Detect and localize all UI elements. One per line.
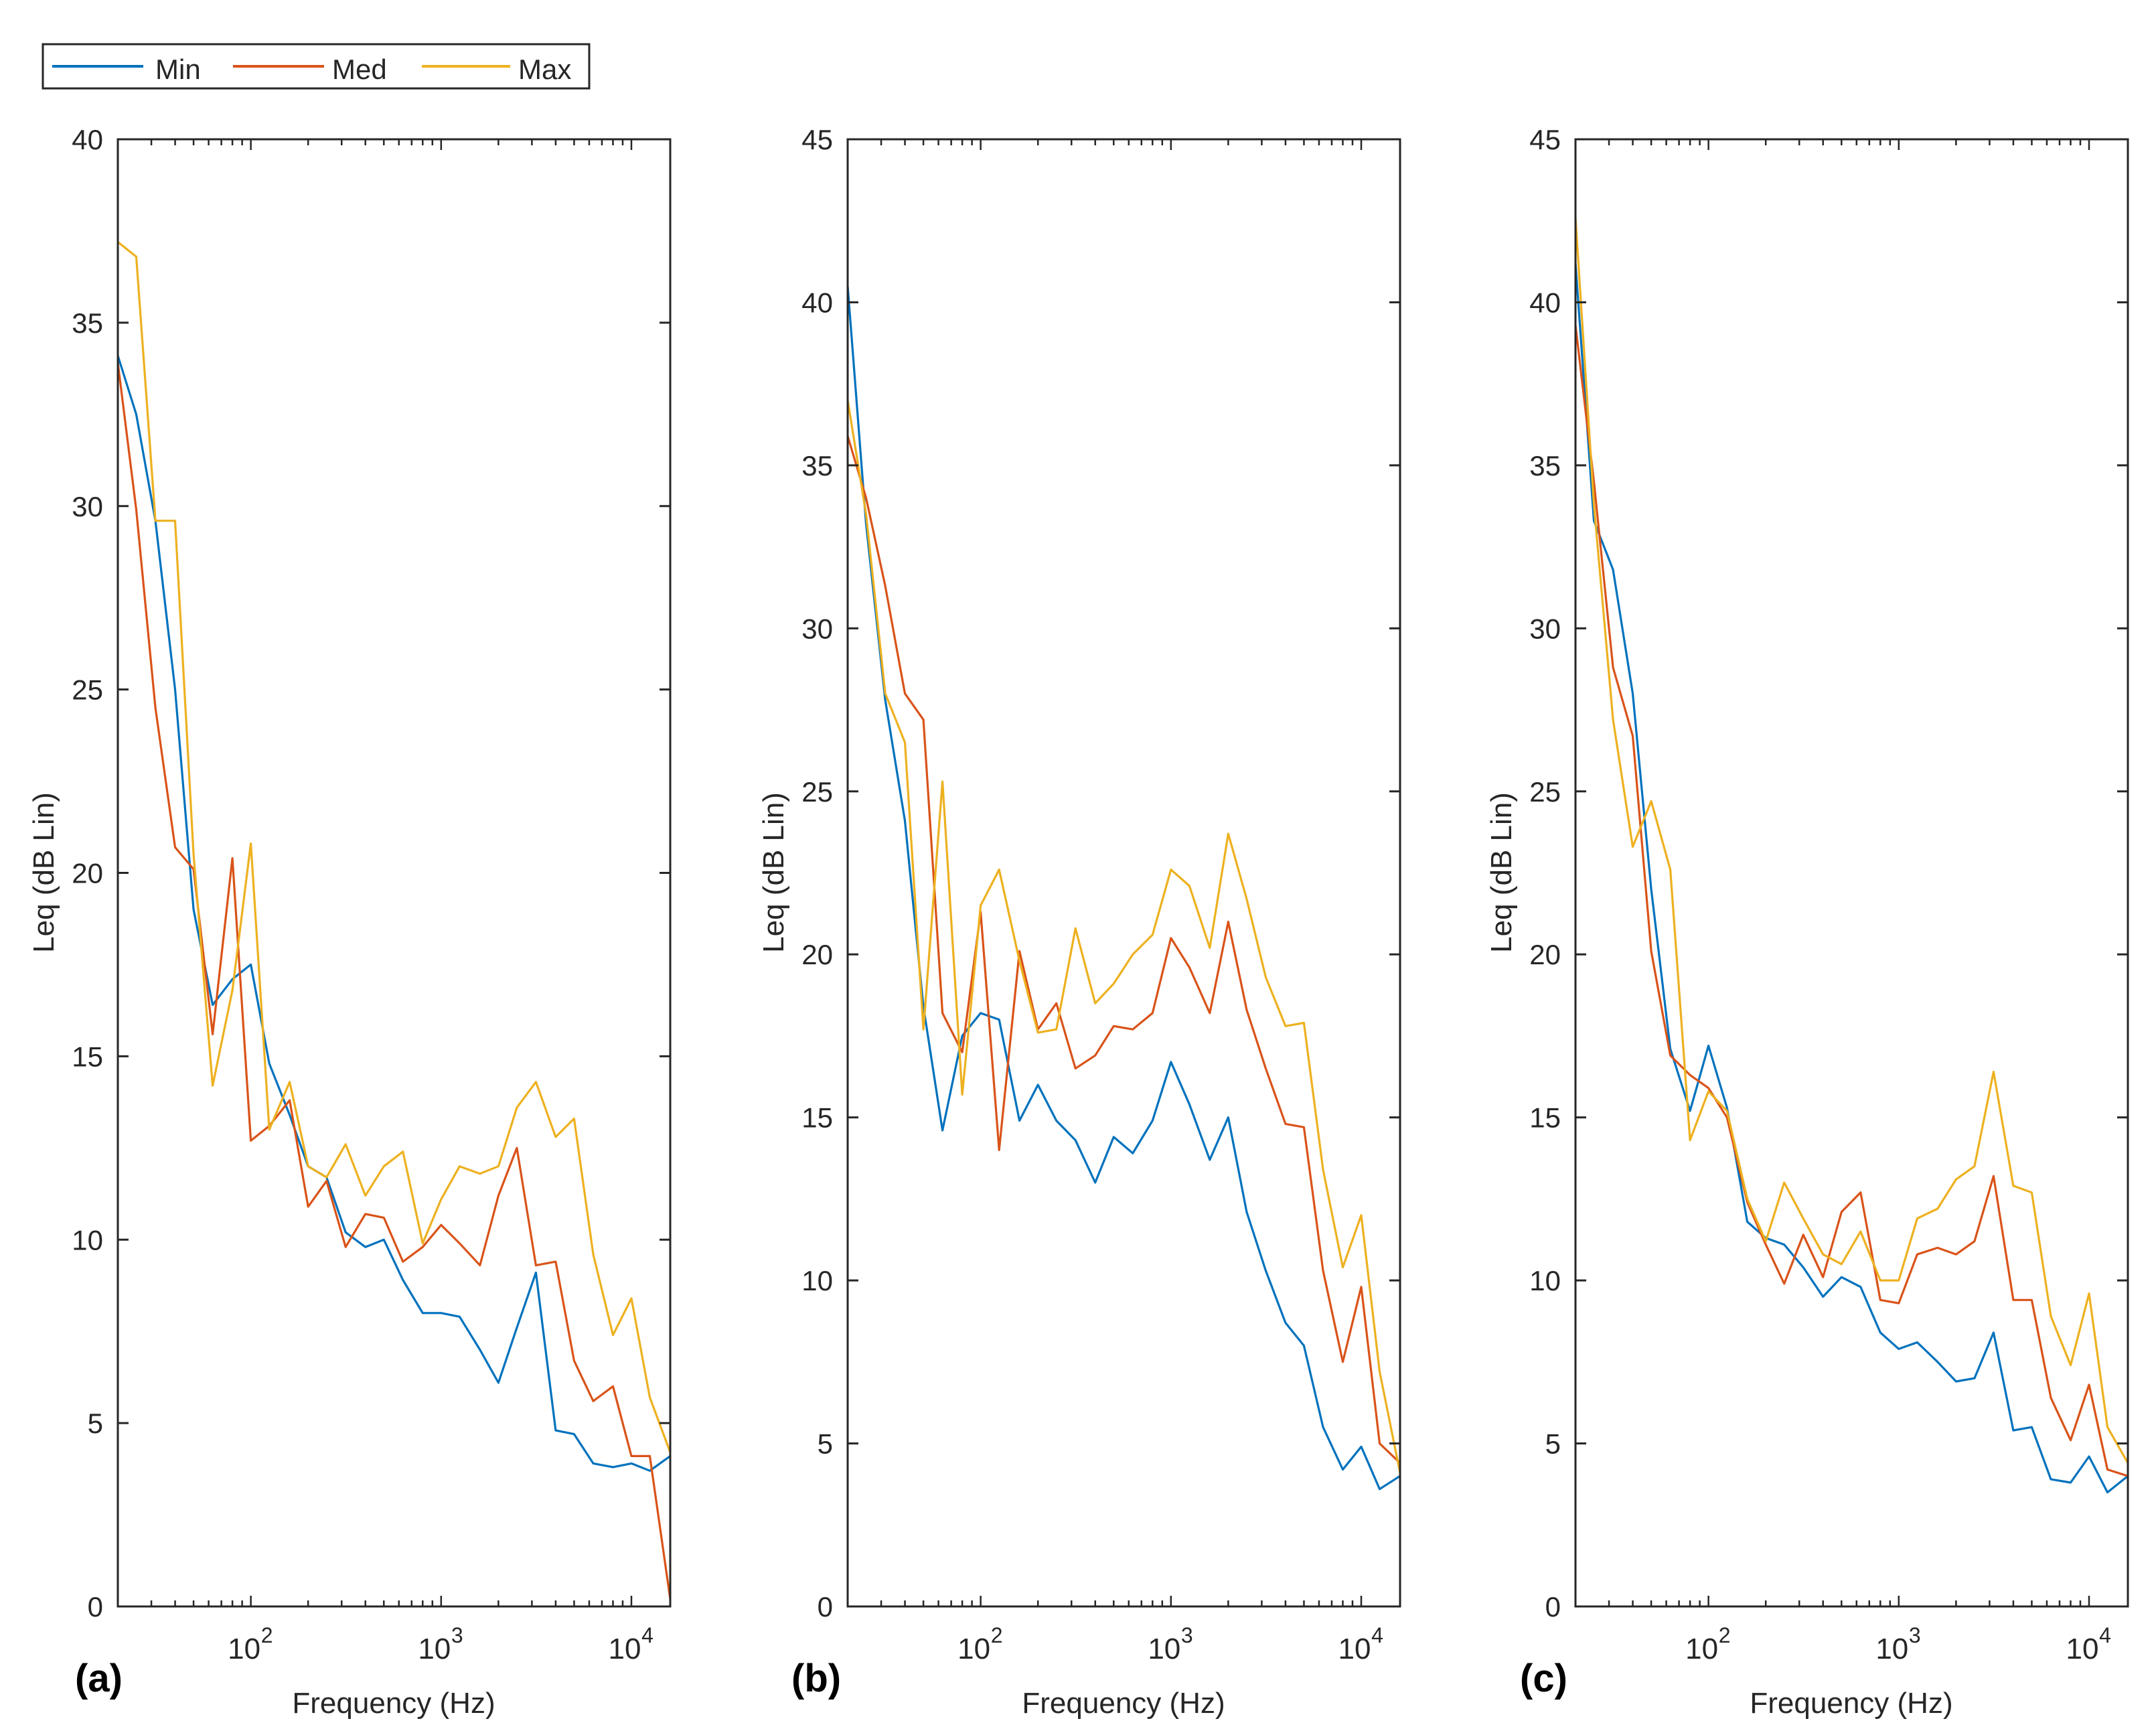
x-tick-exponent: 4 (641, 1623, 653, 1647)
series-line-med-a (117, 362, 672, 1600)
y-tick-label: 10 (801, 1265, 833, 1296)
x-tick-exponent: 4 (2099, 1623, 2111, 1647)
axes-box-c (1574, 138, 2129, 1608)
y-tick-label: 25 (801, 776, 833, 808)
panel-label-a: (a) (75, 1657, 123, 1700)
legend-label-med: Med (332, 54, 387, 85)
y-tick-label: 35 (1529, 450, 1561, 481)
y-axis-label-c: Leq (dB Lin) (1485, 792, 1518, 953)
x-tick-exponent: 3 (1181, 1623, 1193, 1647)
axes-box-a (117, 138, 672, 1608)
y-tick-label: 40 (1529, 287, 1561, 318)
y-tick-label: 5 (818, 1428, 833, 1460)
x-tick-label: 10 (228, 1633, 260, 1665)
y-tick-label: 10 (72, 1224, 103, 1256)
x-tick-label: 10 (1148, 1633, 1180, 1665)
series-line-med-c (1574, 325, 2129, 1477)
x-tick-exponent: 2 (261, 1623, 273, 1647)
series-line-max-a (117, 241, 672, 1453)
y-tick-label: 15 (1529, 1102, 1561, 1134)
y-tick-label: 35 (801, 450, 833, 481)
panel-label-c: (c) (1520, 1657, 1567, 1700)
legend-label-max: Max (518, 54, 571, 85)
y-tick-label: 15 (801, 1102, 833, 1134)
y-tick-label: 15 (72, 1041, 103, 1072)
axes-area-c (1575, 139, 2128, 1606)
x-tick-label: 10 (609, 1633, 641, 1665)
x-tick-label: 10 (1338, 1633, 1371, 1665)
series-line-max-b (846, 400, 1401, 1473)
y-tick-label: 30 (1529, 613, 1561, 644)
y-tick-label: 45 (801, 124, 833, 155)
series-line-max-c (1574, 217, 2129, 1464)
x-tick-label: 10 (418, 1633, 451, 1665)
x-tick-label: 10 (1685, 1633, 1718, 1665)
panel-label-b: (b) (791, 1657, 841, 1700)
y-tick-label: 25 (72, 674, 103, 706)
x-tick-exponent: 2 (1719, 1623, 1731, 1647)
legend: Min Med Max (42, 43, 591, 90)
x-tick-exponent: 4 (1371, 1623, 1383, 1647)
y-tick-label: 0 (88, 1591, 103, 1623)
y-tick-label: 0 (818, 1591, 833, 1623)
y-axis-label-a: Leq (dB Lin) (27, 792, 60, 953)
y-tick-label: 45 (1529, 124, 1561, 155)
y-tick-label: 20 (72, 858, 103, 889)
x-axis-label-b: Frequency (Hz) (1022, 1687, 1225, 1720)
axes-area-a (118, 139, 670, 1606)
y-axis-label-b: Leq (dB Lin) (757, 792, 790, 953)
x-tick-label: 10 (2066, 1633, 2099, 1665)
x-axis-label-a: Frequency (Hz) (292, 1687, 495, 1720)
series-line-min-c (1574, 262, 2129, 1494)
series-line-med-b (846, 435, 1401, 1464)
y-tick-label: 5 (1545, 1428, 1561, 1460)
y-tick-label: 0 (1545, 1591, 1561, 1623)
y-tick-label: 20 (801, 939, 833, 970)
x-tick-label: 10 (1875, 1633, 1908, 1665)
x-tick-label: 10 (957, 1633, 990, 1665)
y-tick-label: 20 (1529, 939, 1561, 970)
x-axis-label-c: Frequency (Hz) (1750, 1687, 1952, 1720)
y-tick-label: 5 (88, 1408, 103, 1439)
y-tick-label: 25 (1529, 776, 1561, 808)
x-tick-exponent: 3 (1909, 1623, 1921, 1647)
axes-area-b (848, 139, 1400, 1606)
y-tick-label: 30 (801, 613, 833, 644)
y-tick-label: 35 (72, 307, 103, 339)
series-line-min-b (846, 285, 1401, 1491)
y-tick-label: 30 (72, 491, 103, 522)
y-tick-label: 10 (1529, 1265, 1561, 1296)
axes-box-b (846, 138, 1401, 1608)
x-tick-exponent: 3 (451, 1623, 463, 1647)
x-tick-exponent: 2 (991, 1623, 1003, 1647)
y-tick-label: 40 (801, 287, 833, 318)
series-line-min-a (117, 355, 671, 1472)
legend-label-min: Min (155, 54, 201, 85)
y-tick-label: 40 (72, 124, 103, 155)
